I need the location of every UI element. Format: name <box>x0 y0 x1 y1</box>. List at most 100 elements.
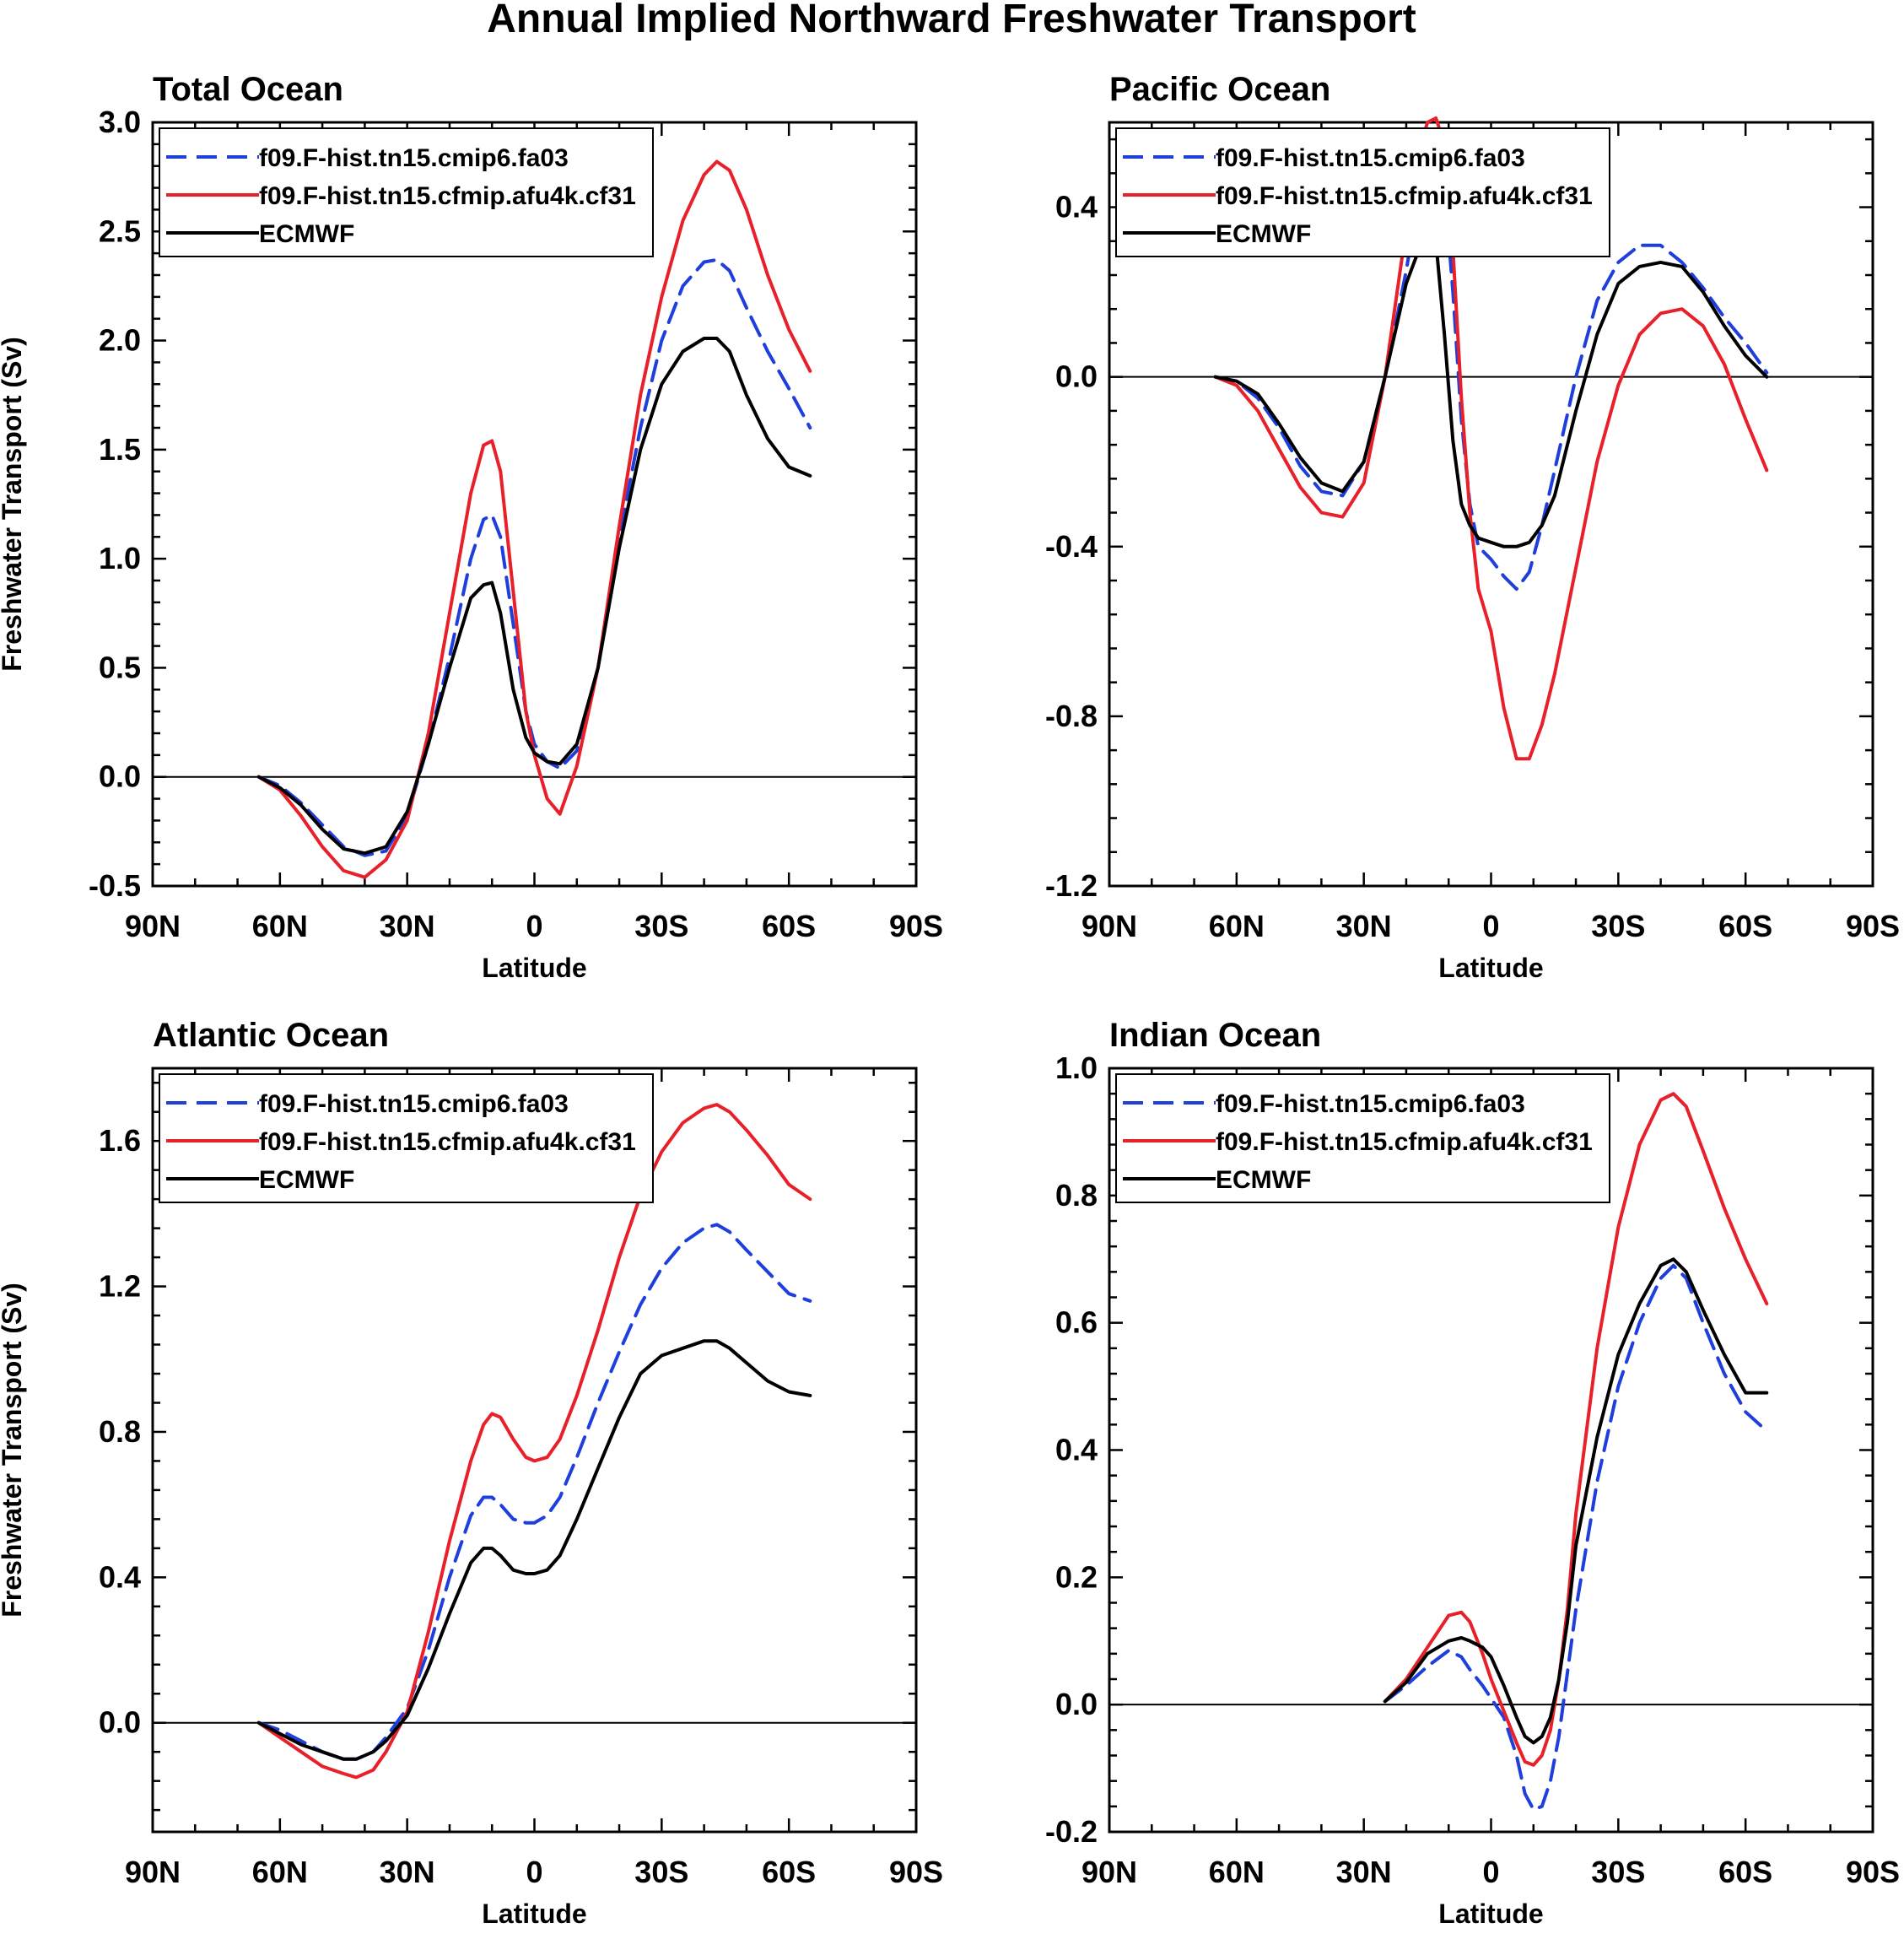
x-tick-label: 30S <box>634 1855 688 1889</box>
x-tick-label: 30S <box>1591 909 1645 943</box>
y-tick-label: 1.2 <box>99 1269 141 1304</box>
x-tick-label: 30N <box>380 1855 435 1889</box>
x-tick-label: 30N <box>380 909 435 943</box>
panel-title: Pacific Ocean <box>1109 71 1330 108</box>
x-axis-label: Latitude <box>1438 953 1543 983</box>
legend-label: ECMWF <box>259 1166 354 1194</box>
series-line-f09-f-hist-tn15-cfmip-afu4k-cf31 <box>256 1103 812 1780</box>
legend: f09.F-hist.tn15.cmip6.fa03 f09.F-hist.tn1… <box>1115 127 1610 257</box>
y-axis-label: Freshwater Transport (Sv) <box>0 337 27 672</box>
legend-label: f09.F-hist.tn15.cmip6.fa03 <box>259 1090 569 1118</box>
y-tick-label: 1.0 <box>99 541 141 575</box>
x-tick-label: 30S <box>634 909 688 943</box>
y-tick-label: 0.5 <box>99 650 141 684</box>
series-line-f09-f-hist-tn15-cfmip-afu4k-cf31 <box>256 159 812 879</box>
y-tick-label: 0.0 <box>1055 359 1098 394</box>
panel-pacific-ocean: Pacific Ocean 90N 60N 30N 0 30S 60S 90S -1.2 -0.8… <box>1045 71 1900 983</box>
y-tick-label: 2.0 <box>99 323 141 358</box>
series-line-f09-f-hist-tn15-cfmip-afu4k-cf31 <box>1383 1092 1769 1767</box>
y-tick-label: 0.4 <box>1055 1433 1098 1467</box>
panel-title: Indian Ocean <box>1109 1017 1321 1054</box>
y-tick-label: 0.6 <box>1055 1305 1098 1340</box>
x-tick-label: 30N <box>1336 1855 1392 1889</box>
x-tick-label: 60S <box>762 909 816 943</box>
panel-total-ocean: Total Ocean 90N 60N 30N 0 30S 60S 90S -0.5 0.0 0.5… <box>0 71 943 983</box>
legend-label: ECMWF <box>1216 220 1311 248</box>
y-tick-label: -1.2 <box>1045 868 1098 903</box>
x-tick-label: 60S <box>1718 1855 1772 1889</box>
x-tick-label: 30S <box>1591 1855 1645 1889</box>
x-tick-label: 0 <box>1482 1855 1499 1889</box>
x-tick-label: 90N <box>125 909 181 943</box>
x-tick-label: 90S <box>1846 1855 1900 1889</box>
x-tick-label: 60N <box>1209 909 1265 943</box>
y-tick-label: 0.4 <box>99 1559 141 1594</box>
x-tick-label: 0 <box>526 909 542 943</box>
x-tick-label: 90S <box>889 909 943 943</box>
series-line-f09-f-hist-tn15-cfmip-afu4k-cf31 <box>1213 116 1769 761</box>
y-axis-label: Freshwater Transport (Sv) <box>0 1283 27 1618</box>
legend-label: ECMWF <box>1216 1166 1311 1194</box>
series-line-f09-f-hist-tn15-cmip6-fa03 <box>1383 1263 1769 1812</box>
legend-label: f09.F-hist.tn15.cmip6.fa03 <box>1216 144 1525 172</box>
legend-label: f09.F-hist.tn15.cfmip.afu4k.cf31 <box>1216 1128 1593 1156</box>
panels: Total Ocean 90N 60N 30N 0 30S 60S 90S -0.5 0.0 0.5… <box>0 71 1900 1929</box>
y-tick-label: 0.4 <box>1055 190 1098 224</box>
y-tick-label: -0.2 <box>1045 1814 1098 1849</box>
x-tick-label: 90N <box>125 1855 181 1889</box>
x-tick-label: 60N <box>252 909 308 943</box>
legend-label: f09.F-hist.tn15.cmip6.fa03 <box>259 144 569 172</box>
x-tick-label: 0 <box>526 1855 542 1889</box>
series-line-ecmwf <box>256 1339 812 1761</box>
y-tick-label: 0.0 <box>1055 1687 1098 1721</box>
y-tick-label: 0.8 <box>1055 1178 1098 1213</box>
x-axis-label: Latitude <box>1438 1899 1543 1929</box>
legend-label: f09.F-hist.tn15.cfmip.afu4k.cf31 <box>259 1128 636 1156</box>
legend-box <box>1115 127 1610 257</box>
legend-box <box>1115 1073 1610 1203</box>
figure-title: Annual Implied Northward Freshwater Tran… <box>487 0 1416 41</box>
y-tick-label: 0.2 <box>1055 1559 1098 1594</box>
x-tick-label: 90N <box>1081 1855 1137 1889</box>
series-line-ecmwf <box>1383 1257 1769 1745</box>
x-axis-label: Latitude <box>482 1899 586 1929</box>
y-tick-label: -0.4 <box>1045 529 1098 564</box>
series-line-ecmwf <box>1213 218 1769 548</box>
y-tick-label: -0.8 <box>1045 699 1098 733</box>
y-tick-label: 0.0 <box>99 759 141 794</box>
y-tick-label: 0.0 <box>99 1705 141 1740</box>
x-tick-label: 60S <box>762 1855 816 1889</box>
x-tick-label: 90S <box>889 1855 943 1889</box>
x-tick-label: 60N <box>1209 1855 1265 1889</box>
panel-indian-ocean: Indian Ocean 90N 60N 30N 0 30S 60S 90S -0.2 0.0 0.… <box>1045 1017 1900 1929</box>
panel-title: Total Ocean <box>153 71 343 108</box>
x-axis-label: Latitude <box>482 953 586 983</box>
x-tick-label: 90N <box>1081 909 1137 943</box>
legend-label: f09.F-hist.tn15.cfmip.afu4k.cf31 <box>1216 182 1593 210</box>
panel-title: Atlantic Ocean <box>153 1017 389 1054</box>
legend-label: f09.F-hist.tn15.cmip6.fa03 <box>1216 1090 1525 1118</box>
legend-label: f09.F-hist.tn15.cfmip.afu4k.cf31 <box>259 182 636 210</box>
legend-box <box>159 1073 654 1203</box>
series-line-f09-f-hist-tn15-cmip6-fa03 <box>1213 154 1769 591</box>
x-tick-label: 90S <box>1846 909 1900 943</box>
series-line-ecmwf <box>256 337 812 856</box>
x-tick-label: 60S <box>1718 909 1772 943</box>
x-tick-label: 60N <box>252 1855 308 1889</box>
panel-atlantic-ocean: Atlantic Ocean 90N 60N 30N 0 30S 60S 90S 0.0 0.4 0… <box>0 1017 943 1929</box>
y-tick-label: 2.5 <box>99 213 141 248</box>
x-tick-label: 30N <box>1336 909 1392 943</box>
y-tick-label: 1.5 <box>99 432 141 467</box>
legend: f09.F-hist.tn15.cmip6.fa03 f09.F-hist.tn1… <box>159 127 654 257</box>
y-tick-label: 1.6 <box>99 1123 141 1158</box>
y-tick-label: 1.0 <box>1055 1051 1098 1085</box>
y-tick-label: -0.5 <box>89 868 141 903</box>
legend-label: ECMWF <box>259 220 354 248</box>
legend: f09.F-hist.tn15.cmip6.fa03 f09.F-hist.tn1… <box>1115 1073 1610 1203</box>
x-tick-label: 0 <box>1482 909 1499 943</box>
legend: f09.F-hist.tn15.cmip6.fa03 f09.F-hist.tn1… <box>159 1073 654 1203</box>
legend-box <box>159 127 654 257</box>
y-tick-label: 0.8 <box>99 1414 141 1449</box>
y-tick-label: 3.0 <box>99 105 141 139</box>
